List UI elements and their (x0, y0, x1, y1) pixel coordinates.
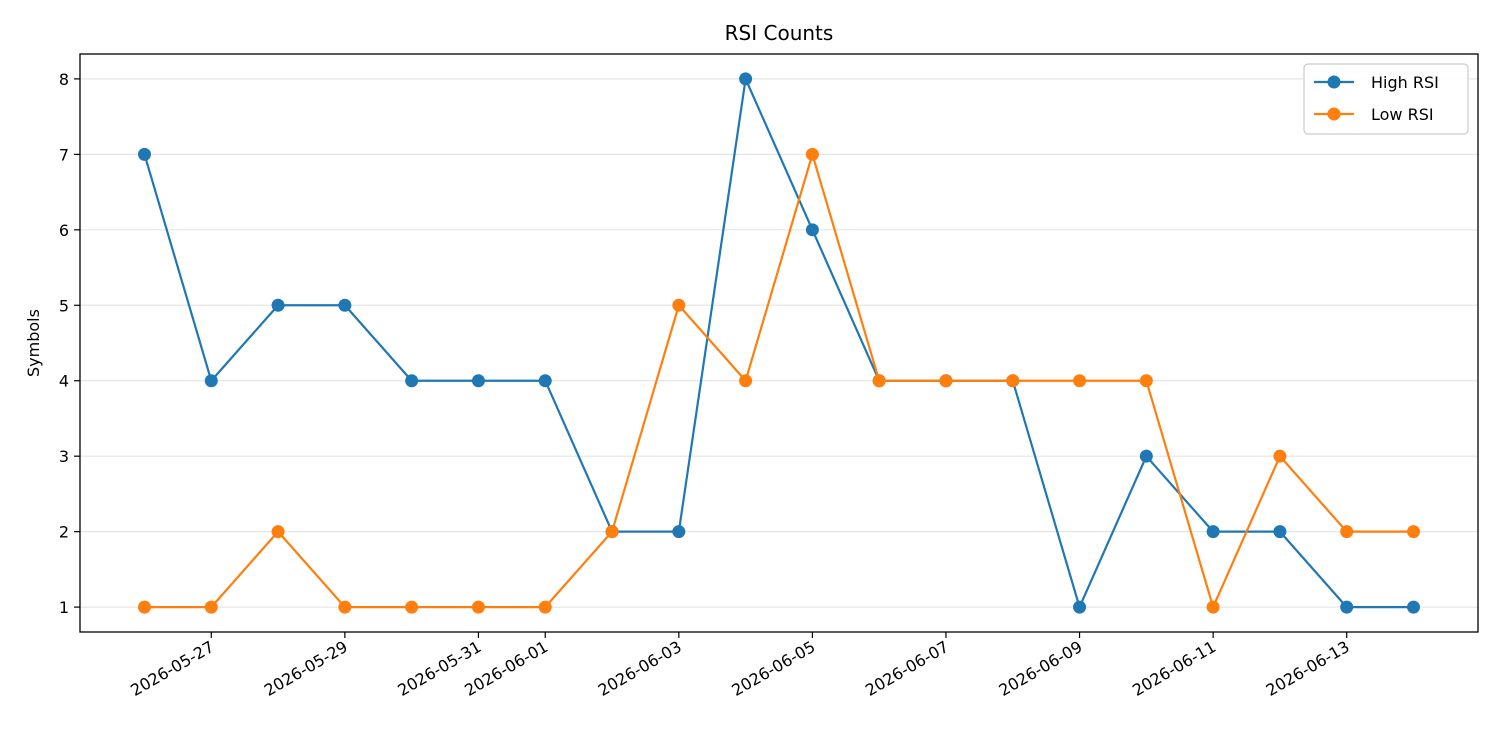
data-point-high-rsi (338, 298, 352, 312)
data-point-high-rsi (1139, 449, 1153, 463)
data-point-low-rsi (1206, 600, 1220, 614)
data-point-high-rsi (1206, 525, 1220, 539)
data-point-low-rsi (739, 374, 753, 388)
data-point-low-rsi (471, 600, 485, 614)
data-point-low-rsi (1139, 374, 1153, 388)
series-layer (138, 72, 1420, 614)
data-point-low-rsi (204, 600, 218, 614)
data-point-low-rsi (1273, 449, 1287, 463)
legend-label-low-rsi: Low RSI (1371, 105, 1434, 124)
data-point-low-rsi (1407, 525, 1420, 539)
data-point-low-rsi (1340, 525, 1354, 539)
series-line-low-rsi (144, 153, 1414, 609)
y-tick-label: 1 (59, 598, 69, 617)
y-tick-label: 8 (59, 70, 69, 89)
data-point-low-rsi (1006, 374, 1020, 388)
legend-marker-high-rsi (1327, 75, 1341, 89)
data-point-high-rsi (1073, 600, 1087, 614)
data-point-low-rsi (872, 374, 886, 388)
y-tick-label: 4 (59, 372, 69, 391)
data-point-high-rsi (271, 298, 285, 312)
data-point-low-rsi (1073, 374, 1087, 388)
data-point-high-rsi (471, 374, 485, 388)
data-point-low-rsi (271, 525, 285, 539)
data-point-low-rsi (338, 600, 352, 614)
y-tick-label: 7 (59, 145, 69, 164)
legend-marker-low-rsi (1327, 107, 1341, 121)
y-tick-label: 2 (59, 523, 69, 542)
legend: High RSI Low RSI (1303, 63, 1469, 135)
data-point-high-rsi (1340, 600, 1354, 614)
data-point-low-rsi (939, 374, 953, 388)
data-point-high-rsi (672, 525, 686, 539)
plot-area-frame (79, 53, 1479, 633)
data-point-low-rsi (138, 600, 151, 614)
data-point-low-rsi (805, 147, 819, 161)
data-point-high-rsi (1407, 600, 1420, 614)
data-point-low-rsi (538, 600, 552, 614)
data-point-high-rsi (138, 147, 151, 161)
data-point-high-rsi (204, 374, 218, 388)
chart-title: RSI Counts (725, 21, 834, 45)
data-point-low-rsi (605, 525, 619, 539)
data-point-high-rsi (405, 374, 419, 388)
legend-label-high-rsi: High RSI (1371, 73, 1439, 92)
y-tick-label: 5 (59, 296, 69, 315)
data-point-high-rsi (805, 223, 819, 237)
data-point-high-rsi (739, 72, 753, 86)
data-point-high-rsi (1273, 525, 1287, 539)
y-tick-label: 6 (59, 221, 69, 240)
data-point-high-rsi (538, 374, 552, 388)
y-tick-label: 3 (59, 447, 69, 466)
data-point-low-rsi (405, 600, 419, 614)
y-axis: 1 2 3 4 5 6 7 8 (59, 70, 80, 617)
y-axis-label: Symbols (24, 309, 43, 377)
data-point-low-rsi (672, 298, 686, 312)
series-line-high-rsi (143, 77, 1414, 609)
